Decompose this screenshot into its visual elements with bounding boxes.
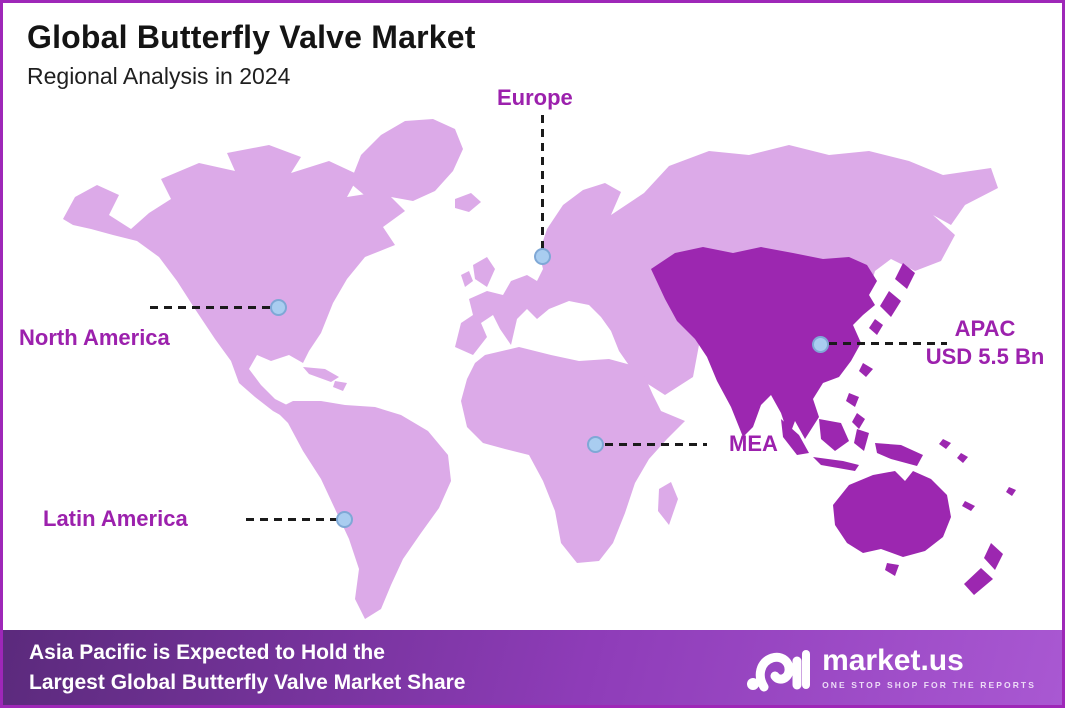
marketus-logo-icon: [747, 649, 811, 691]
region-marker-north-america: [270, 299, 287, 316]
island-iceland: [455, 193, 481, 212]
island-new-zealand-south: [964, 568, 993, 595]
region-label-mea: MEA: [729, 431, 778, 456]
continent-australia: [833, 471, 951, 557]
island-philippines-south: [852, 413, 865, 429]
footer-headline-line1: Asia Pacific is Expected to Hold the: [29, 640, 385, 664]
leader-line-mea: [605, 443, 707, 446]
island-tasmania: [885, 563, 899, 576]
island-madagascar: [658, 482, 678, 525]
island-new-zealand-north: [984, 543, 1003, 570]
region-value-apac: USD 5.5 Bn: [925, 344, 1045, 370]
region-label-latin-america: Latin America: [43, 506, 188, 531]
footer-banner: Asia Pacific is Expected to Hold the Lar…: [3, 630, 1062, 705]
island-hispaniola: [333, 381, 347, 391]
region-label-apac-name: APAC: [954, 316, 1016, 341]
islands-solomon: [939, 439, 968, 463]
island-philippines-north: [846, 393, 859, 407]
leader-line-north-america: [150, 306, 270, 309]
island-new-caledonia: [962, 501, 975, 511]
island-ireland: [461, 271, 473, 287]
island-fiji: [1006, 487, 1016, 496]
leader-line-apac: [829, 342, 947, 345]
footer-headline: Asia Pacific is Expected to Hold the Lar…: [29, 638, 466, 698]
island-cuba: [303, 367, 339, 382]
island-japan-north: [895, 263, 915, 289]
region-label-europe: Europe: [497, 85, 573, 110]
page-subtitle: Regional Analysis in 2024: [27, 63, 291, 89]
continent-south-america: [275, 401, 451, 619]
footer-headline-line2: Largest Global Butterfly Valve Market Sh…: [29, 670, 466, 694]
region-label-north-america: North America: [19, 325, 170, 350]
island-japan-south: [869, 319, 883, 335]
leader-line-latin-america: [246, 518, 338, 521]
island-java: [813, 457, 859, 471]
region-apac-mainland: [651, 247, 877, 439]
brand-text: market.us ONE STOP SHOP FOR THE REPORTS: [822, 643, 1036, 690]
island-great-britain: [473, 257, 495, 287]
continent-africa: [461, 347, 685, 563]
leader-line-europe: [541, 115, 544, 249]
island-borneo: [819, 419, 849, 451]
region-marker-mea: [587, 436, 604, 453]
island-japan-main: [880, 291, 901, 317]
continent-north-america: [63, 145, 405, 421]
brand-tagline: ONE STOP SHOP FOR THE REPORTS: [822, 679, 1036, 690]
page-title: Global Butterfly Valve Market: [27, 19, 476, 55]
island-new-guinea: [875, 443, 923, 466]
brand-logo: market.us ONE STOP SHOP FOR THE REPORTS: [746, 642, 1036, 694]
region-marker-europe: [534, 248, 551, 265]
island-sulawesi: [854, 429, 869, 451]
continent-greenland: [350, 119, 463, 201]
island-taiwan: [859, 363, 873, 377]
brand-name: market.us: [822, 643, 964, 677]
region-marker-apac: [812, 336, 829, 353]
region-marker-latin-america: [336, 511, 353, 528]
map-dark-regions: [651, 247, 1016, 595]
island-sumatra: [781, 419, 809, 455]
region-label-apac: APAC USD 5.5 Bn: [915, 315, 1055, 371]
world-map: [63, 119, 1016, 619]
